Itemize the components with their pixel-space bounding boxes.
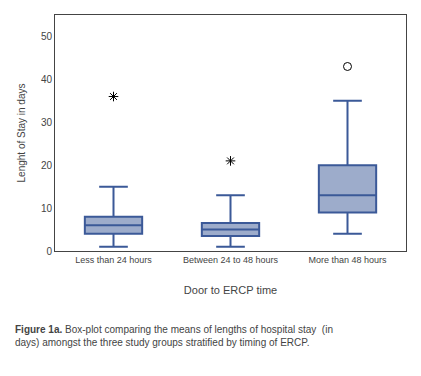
svg-text:0: 0 (46, 246, 52, 257)
svg-text:40: 40 (41, 74, 53, 85)
svg-text:10: 10 (41, 203, 53, 214)
svg-text:Door to ERCP time: Door to ERCP time (184, 284, 277, 296)
svg-text:Figure 1a. Box-plot comparing: Figure 1a. Box-plot comparing the means … (15, 324, 333, 348)
svg-text:Less than 24 hours: Less than 24 hours (75, 255, 152, 265)
svg-text:More than 48 hours: More than 48 hours (308, 255, 387, 265)
svg-text:30: 30 (41, 117, 53, 128)
svg-text:20: 20 (41, 160, 53, 171)
svg-text:Between 24 to 48 hours: Between 24 to 48 hours (183, 255, 279, 265)
svg-text:Lenght of Stay in days: Lenght of Stay in days (16, 84, 27, 183)
svg-text:50: 50 (41, 31, 53, 42)
